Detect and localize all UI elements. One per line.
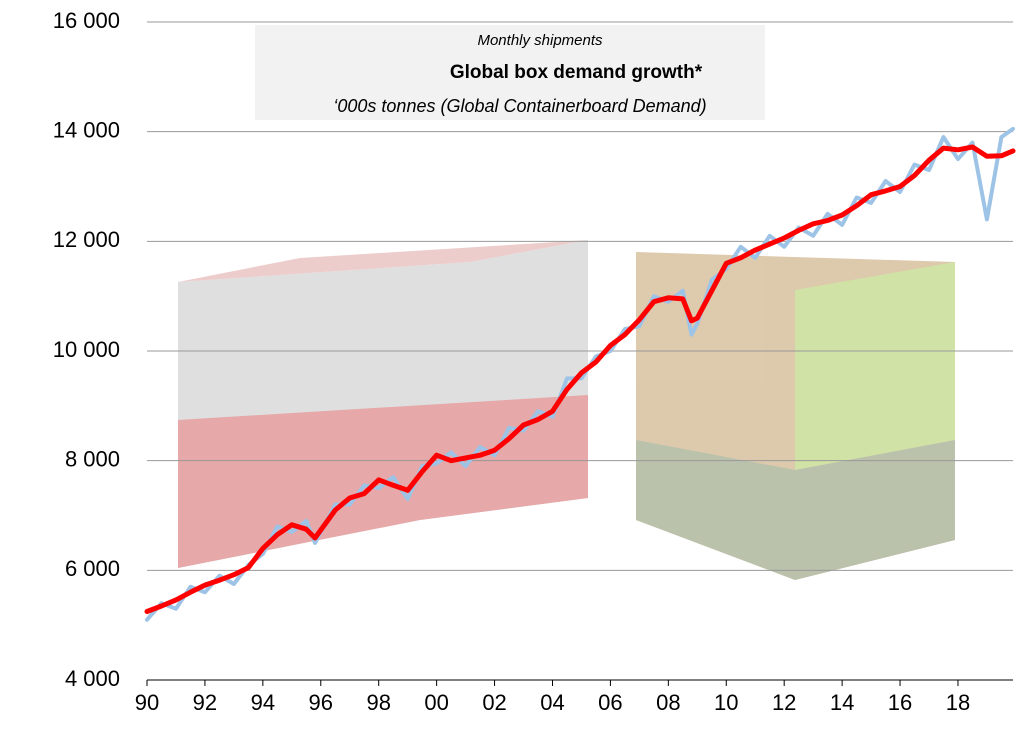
x-tick-label: 06	[598, 690, 622, 715]
y-tick-label: 4 000	[65, 666, 120, 691]
x-tick-label: 02	[482, 690, 506, 715]
chart-subtitle: Monthly shipments	[477, 32, 603, 49]
y-tick-label: 8 000	[65, 446, 120, 471]
x-tick-label: 10	[714, 690, 738, 715]
x-tick-label: 96	[309, 690, 333, 715]
y-tick-label: 10 000	[53, 337, 120, 362]
y-tick-label: 12 000	[53, 227, 120, 252]
background-photo	[178, 240, 955, 580]
x-tick-label: 04	[540, 690, 564, 715]
x-tick-label: 92	[193, 690, 217, 715]
y-tick-label: 16 000	[53, 8, 120, 33]
y-tick-label: 6 000	[65, 556, 120, 581]
title-box	[255, 25, 765, 120]
y-tick-label: 14 000	[53, 117, 120, 142]
x-tick-label: 18	[946, 690, 970, 715]
x-tick-label: 16	[888, 690, 912, 715]
annotation: ‘000s tonnes (Global Containerboard Dema…	[333, 96, 706, 116]
series-line	[144, 144, 1016, 614]
x-tick-label: 94	[251, 690, 275, 715]
chart-title: Global box demand growth*	[450, 62, 703, 83]
x-tick-label: 90	[135, 690, 159, 715]
x-tick-label: 00	[424, 690, 448, 715]
x-tick-label: 12	[772, 690, 796, 715]
x-tick-label: 14	[830, 690, 854, 715]
x-tick-label: 98	[366, 690, 390, 715]
x-tick-label: 08	[656, 690, 680, 715]
